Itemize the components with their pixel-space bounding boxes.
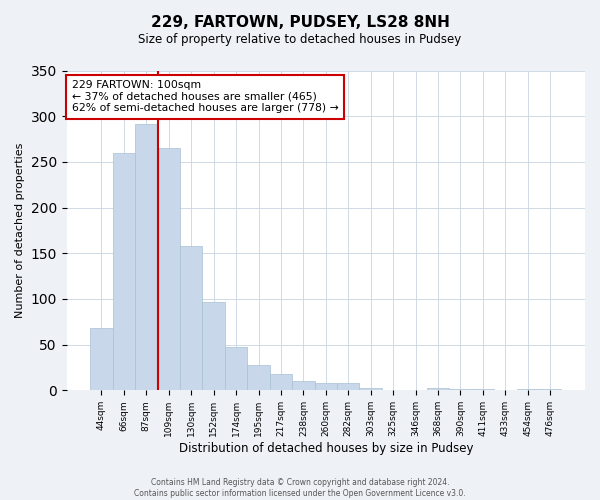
Bar [427,388,449,390]
Bar [135,124,158,390]
Bar [472,388,494,390]
Bar [113,152,135,390]
Bar [247,365,270,390]
Bar [90,328,113,390]
Bar [539,388,562,390]
Y-axis label: Number of detached properties: Number of detached properties [15,142,25,318]
Bar [359,388,382,390]
X-axis label: Distribution of detached houses by size in Pudsey: Distribution of detached houses by size … [179,442,473,455]
Bar [337,383,359,390]
Bar [225,348,247,391]
Text: Contains HM Land Registry data © Crown copyright and database right 2024.
Contai: Contains HM Land Registry data © Crown c… [134,478,466,498]
Bar [314,383,337,390]
Bar [270,374,292,390]
Bar [202,302,225,390]
Text: 229, FARTOWN, PUDSEY, LS28 8NH: 229, FARTOWN, PUDSEY, LS28 8NH [151,15,449,30]
Bar [180,246,202,390]
Bar [292,381,314,390]
Bar [158,148,180,390]
Text: Size of property relative to detached houses in Pudsey: Size of property relative to detached ho… [139,32,461,46]
Text: 229 FARTOWN: 100sqm
← 37% of detached houses are smaller (465)
62% of semi-detac: 229 FARTOWN: 100sqm ← 37% of detached ho… [72,80,338,114]
